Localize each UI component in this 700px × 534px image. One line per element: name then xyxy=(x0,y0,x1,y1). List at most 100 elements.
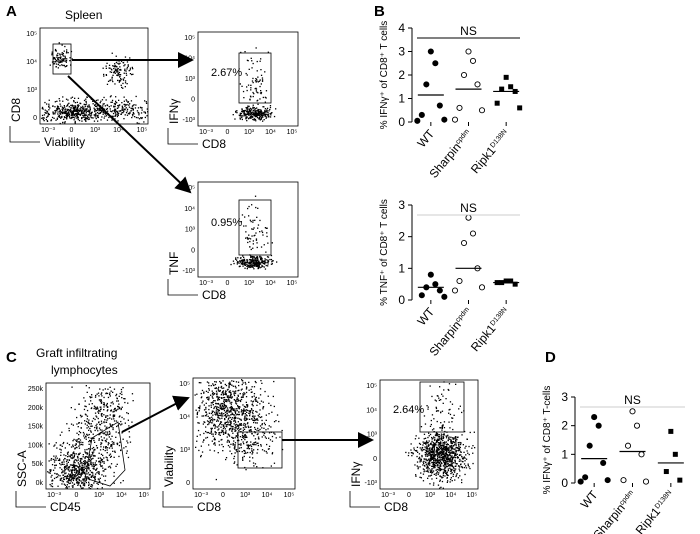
event-dot xyxy=(263,111,265,113)
event-dot xyxy=(468,445,470,448)
event-dot xyxy=(133,104,135,106)
event-dot xyxy=(438,434,440,436)
event-dot xyxy=(257,262,259,264)
event-dot xyxy=(43,120,45,122)
gate xyxy=(237,431,283,469)
event-dot xyxy=(120,449,122,451)
event-dot xyxy=(270,114,272,116)
event-dot xyxy=(75,469,77,471)
event-dot xyxy=(257,113,260,116)
event-dot xyxy=(255,418,257,420)
event-dot xyxy=(439,439,441,441)
event-dot xyxy=(437,436,439,438)
event-dot xyxy=(236,263,238,265)
event-dot xyxy=(248,118,250,120)
event-dot xyxy=(92,433,94,435)
event-dot xyxy=(106,406,109,408)
event-dot xyxy=(260,91,263,94)
event-dot xyxy=(96,428,98,430)
event-dot xyxy=(81,120,83,122)
event-dot xyxy=(229,410,231,412)
event-dot xyxy=(236,425,238,427)
event-dot xyxy=(71,110,74,113)
event-dot xyxy=(69,108,72,111)
event-dot xyxy=(429,452,431,454)
event-dot xyxy=(90,476,92,478)
event-dot xyxy=(69,57,71,59)
event-dot xyxy=(273,115,276,118)
event-dot xyxy=(97,478,99,480)
event-dot xyxy=(81,481,83,484)
event-dot xyxy=(95,99,98,102)
event-dot xyxy=(59,54,61,56)
event-dot xyxy=(431,462,433,464)
event-dot xyxy=(92,475,94,477)
event-dot xyxy=(418,437,420,439)
event-dot xyxy=(427,469,429,471)
event-dot xyxy=(100,111,103,113)
event-dot xyxy=(436,438,439,440)
event-dot xyxy=(247,264,249,266)
event-dot xyxy=(100,402,103,404)
event-dot xyxy=(218,414,220,417)
event-dot xyxy=(257,109,259,111)
event-dot xyxy=(244,114,247,116)
event-dot xyxy=(236,432,239,434)
event-dot xyxy=(234,427,236,429)
event-dot xyxy=(58,98,60,100)
event-dot xyxy=(450,465,452,467)
event-dot xyxy=(71,473,73,475)
event-dot xyxy=(86,476,88,478)
event-dot xyxy=(247,60,249,62)
event-dot xyxy=(227,397,229,399)
event-dot xyxy=(93,437,95,439)
category-name: WT xyxy=(414,126,437,150)
event-dot xyxy=(436,468,438,471)
event-dot xyxy=(117,114,119,116)
event-dot xyxy=(223,432,225,434)
event-dot xyxy=(257,260,259,263)
event-dot xyxy=(455,447,458,449)
event-dot xyxy=(79,439,82,441)
data-point xyxy=(469,230,477,237)
event-dot xyxy=(234,448,236,450)
event-dot xyxy=(247,111,250,114)
event-dot xyxy=(474,447,476,449)
event-dot xyxy=(75,468,77,470)
event-dot xyxy=(63,441,65,444)
event-dot xyxy=(109,414,111,416)
event-dot xyxy=(109,467,112,469)
event-dot xyxy=(239,393,241,395)
event-dot xyxy=(102,454,104,457)
event-dot xyxy=(247,207,249,210)
event-dot xyxy=(95,117,97,120)
event-dot xyxy=(84,413,87,415)
event-dot xyxy=(123,103,125,106)
event-dot xyxy=(267,428,269,430)
event-dot xyxy=(252,443,255,446)
event-dot xyxy=(456,463,458,465)
event-dot xyxy=(215,407,218,409)
event-dot xyxy=(105,475,107,477)
event-dot xyxy=(118,106,120,108)
event-dot xyxy=(461,456,463,458)
event-dot xyxy=(248,205,250,208)
event-dot xyxy=(244,264,246,266)
event-dot xyxy=(97,114,99,117)
event-dot xyxy=(256,265,258,268)
event-dot xyxy=(450,447,452,449)
event-dot xyxy=(53,63,56,65)
event-dot xyxy=(435,440,438,442)
event-dot xyxy=(105,434,107,436)
event-dot xyxy=(216,419,219,421)
event-dot xyxy=(220,397,222,399)
event-dot xyxy=(197,429,200,432)
event-dot xyxy=(228,398,230,400)
event-dot xyxy=(80,475,82,477)
event-dot xyxy=(64,473,66,475)
event-dot xyxy=(205,415,207,417)
event-dot xyxy=(428,453,430,455)
event-dot xyxy=(85,108,87,110)
event-dot xyxy=(59,478,62,480)
